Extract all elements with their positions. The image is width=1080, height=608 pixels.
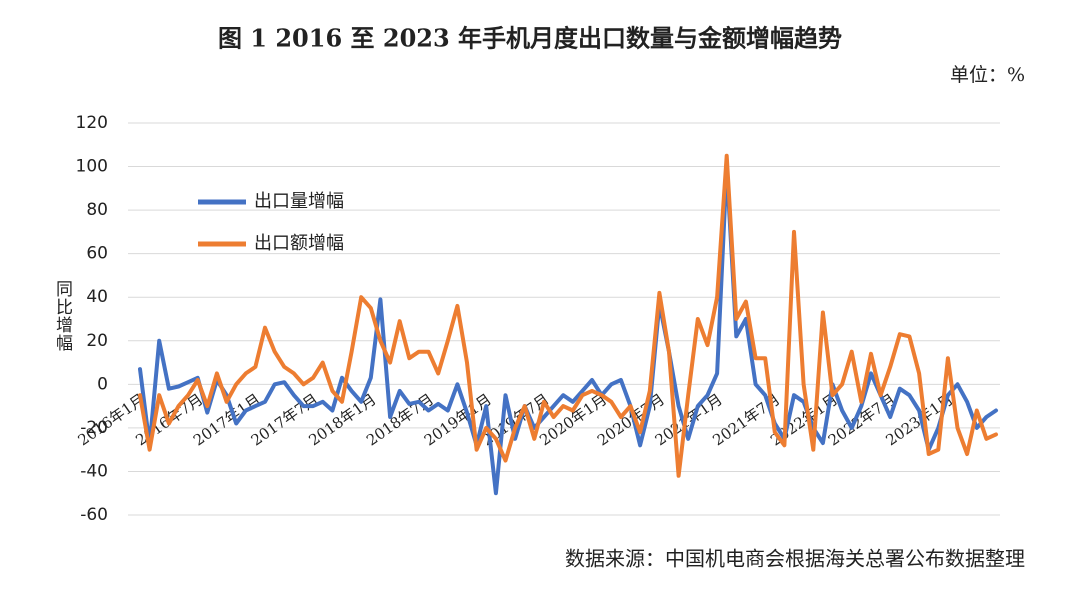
data-line <box>138 164 998 496</box>
y-tick-label: 100 <box>76 157 108 177</box>
y-tick-label: -40 <box>80 461 108 481</box>
y-tick-label: 20 <box>86 331 108 351</box>
legend-label: 出口量增幅 <box>254 191 344 212</box>
chart-title: 图 1 2016 至 2023 年手机月度出口数量与金额增幅趋势 <box>218 24 842 53</box>
y-tick-label: -20 <box>80 418 108 438</box>
y-tick-label: 40 <box>86 287 108 307</box>
y-tick-label: 0 <box>97 374 108 394</box>
source-note: 数据来源：中国机电商会根据海关总署公布数据整理 <box>565 547 1025 571</box>
unit-label: 单位：% <box>950 64 1025 86</box>
y-axis-label: 同比增幅 <box>52 280 73 352</box>
y-tick-label: -60 <box>80 505 108 525</box>
y-tick-label: 80 <box>86 200 108 220</box>
data-line <box>138 153 998 478</box>
legend-label: 出口额增幅 <box>254 233 344 254</box>
y-tick-label: 120 <box>76 113 108 133</box>
y-tick-label: 60 <box>86 244 108 264</box>
